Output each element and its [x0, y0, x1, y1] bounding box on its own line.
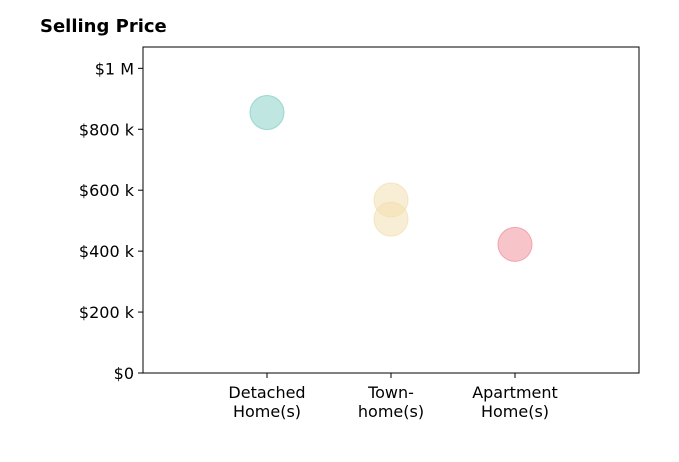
y-tick-label: $0	[114, 364, 134, 383]
y-tick-label: $600 k	[79, 181, 135, 200]
y-tick-label: $800 k	[79, 120, 135, 139]
y-tick-label: $200 k	[79, 303, 135, 322]
chart-title: Selling Price	[40, 16, 167, 37]
x-axis: Detached Home(s) Town-home(s) Apartment Home…	[228, 373, 558, 421]
y-tick-label: $1 M	[95, 59, 134, 78]
data-point	[249, 95, 285, 131]
y-tick-label: $400 k	[79, 242, 135, 261]
x-tick-label: Apartment Home(s)	[472, 383, 558, 421]
data-point	[497, 226, 533, 262]
x-tick-label: Detached Home(s)	[228, 383, 305, 421]
x-tick-label: Town-home(s)	[358, 383, 424, 421]
y-axis: $0 $200 k $400 k $600 k $800 k $1 M	[79, 59, 143, 383]
data-points	[249, 95, 533, 262]
data-point	[373, 201, 409, 237]
